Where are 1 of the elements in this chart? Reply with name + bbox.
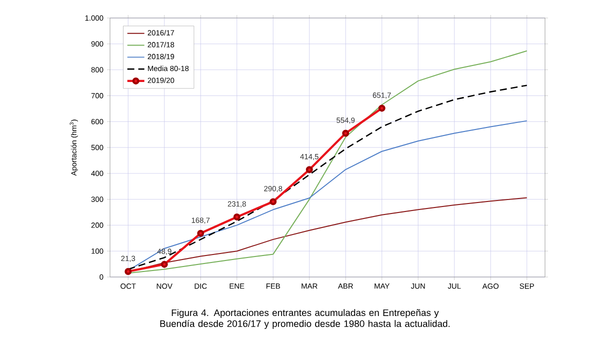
text: Figura 4. Aportaciones entrantes acumuladas en Entrepeñas y Buendía desde 2016/17 y promedio desde 1980 hasta la actualidad. [160, 309, 450, 329]
